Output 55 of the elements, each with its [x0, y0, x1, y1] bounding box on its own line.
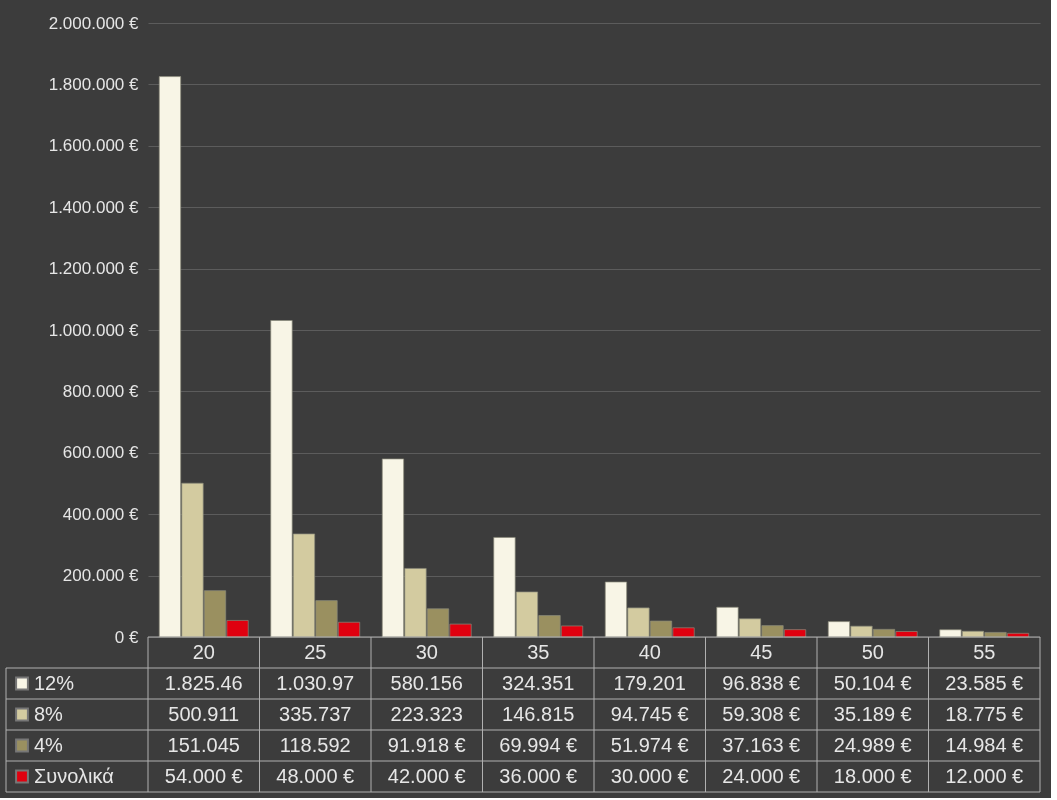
- x-tick-label: 40: [638, 640, 661, 663]
- data-label: 50.104 €: [833, 671, 912, 694]
- legend-label: 12%: [34, 671, 75, 694]
- y-tick-label: 1.600.000 €: [48, 136, 140, 156]
- x-tick-label: 45: [750, 640, 773, 663]
- data-label: 51.974 €: [610, 733, 689, 756]
- x-tick-label: 55: [973, 640, 996, 663]
- legend-label: Συνολικά: [34, 764, 114, 787]
- data-label: 14.984 €: [945, 733, 1024, 756]
- data-label: 37.163 €: [722, 733, 801, 756]
- data-label: 118.592: [279, 733, 351, 756]
- y-tick-label: 1.200.000 €: [48, 259, 140, 279]
- y-tick-label: 1.000.000 €: [48, 320, 140, 340]
- data-label: 96.838 €: [722, 671, 801, 694]
- data-label: 54.000 €: [164, 764, 243, 787]
- data-label: 223.323: [390, 702, 463, 725]
- data-label: 1.030.97: [276, 671, 355, 694]
- data-label: 12.000 €: [945, 764, 1024, 787]
- data-label: 151.045: [167, 733, 240, 756]
- data-label: 23.585 €: [945, 671, 1024, 694]
- y-tick-label: 0 €: [114, 627, 140, 647]
- data-label: 146.815: [502, 702, 575, 725]
- data-label: 18.000 €: [833, 764, 912, 787]
- x-tick-label: 50: [861, 640, 884, 663]
- data-label: 18.775 €: [945, 702, 1024, 725]
- data-label: 335.737: [279, 702, 352, 725]
- data-label: 35.189 €: [833, 702, 912, 725]
- data-label: 69.994 €: [499, 733, 578, 756]
- data-label: 24.989 €: [833, 733, 912, 756]
- y-tick-label: 200.000 €: [62, 566, 140, 586]
- data-label: 24.000 €: [722, 764, 801, 787]
- x-tick-label: 35: [527, 640, 550, 663]
- data-label: 30.000 €: [610, 764, 689, 787]
- y-tick-label: 1.800.000 €: [48, 74, 140, 94]
- data-label: 1.825.46: [164, 671, 243, 694]
- data-label: 59.308 €: [722, 702, 801, 725]
- x-tick-label: 20: [192, 640, 215, 663]
- data-label: 48.000 €: [276, 764, 355, 787]
- data-label: 94.745 €: [610, 702, 689, 725]
- data-label: 42.000 €: [387, 764, 466, 787]
- y-tick-label: 400.000 €: [62, 504, 140, 524]
- legend-label: 4%: [34, 733, 64, 756]
- x-tick-label: 25: [304, 640, 327, 663]
- data-label: 91.918 €: [387, 733, 466, 756]
- legend-label: 8%: [34, 702, 64, 725]
- data-label: 500.911: [168, 702, 240, 725]
- y-tick-label: 800.000 €: [62, 381, 140, 401]
- x-tick-label: 30: [415, 640, 438, 663]
- y-tick-label: 1.400.000 €: [48, 197, 140, 217]
- y-tick-label: 2.000.000 €: [48, 13, 140, 33]
- data-label: 580.156: [390, 671, 463, 694]
- y-tick-label: 600.000 €: [62, 443, 140, 463]
- data-label: 324.351: [502, 671, 575, 694]
- data-label: 36.000 €: [499, 764, 578, 787]
- data-label: 179.201: [613, 671, 686, 694]
